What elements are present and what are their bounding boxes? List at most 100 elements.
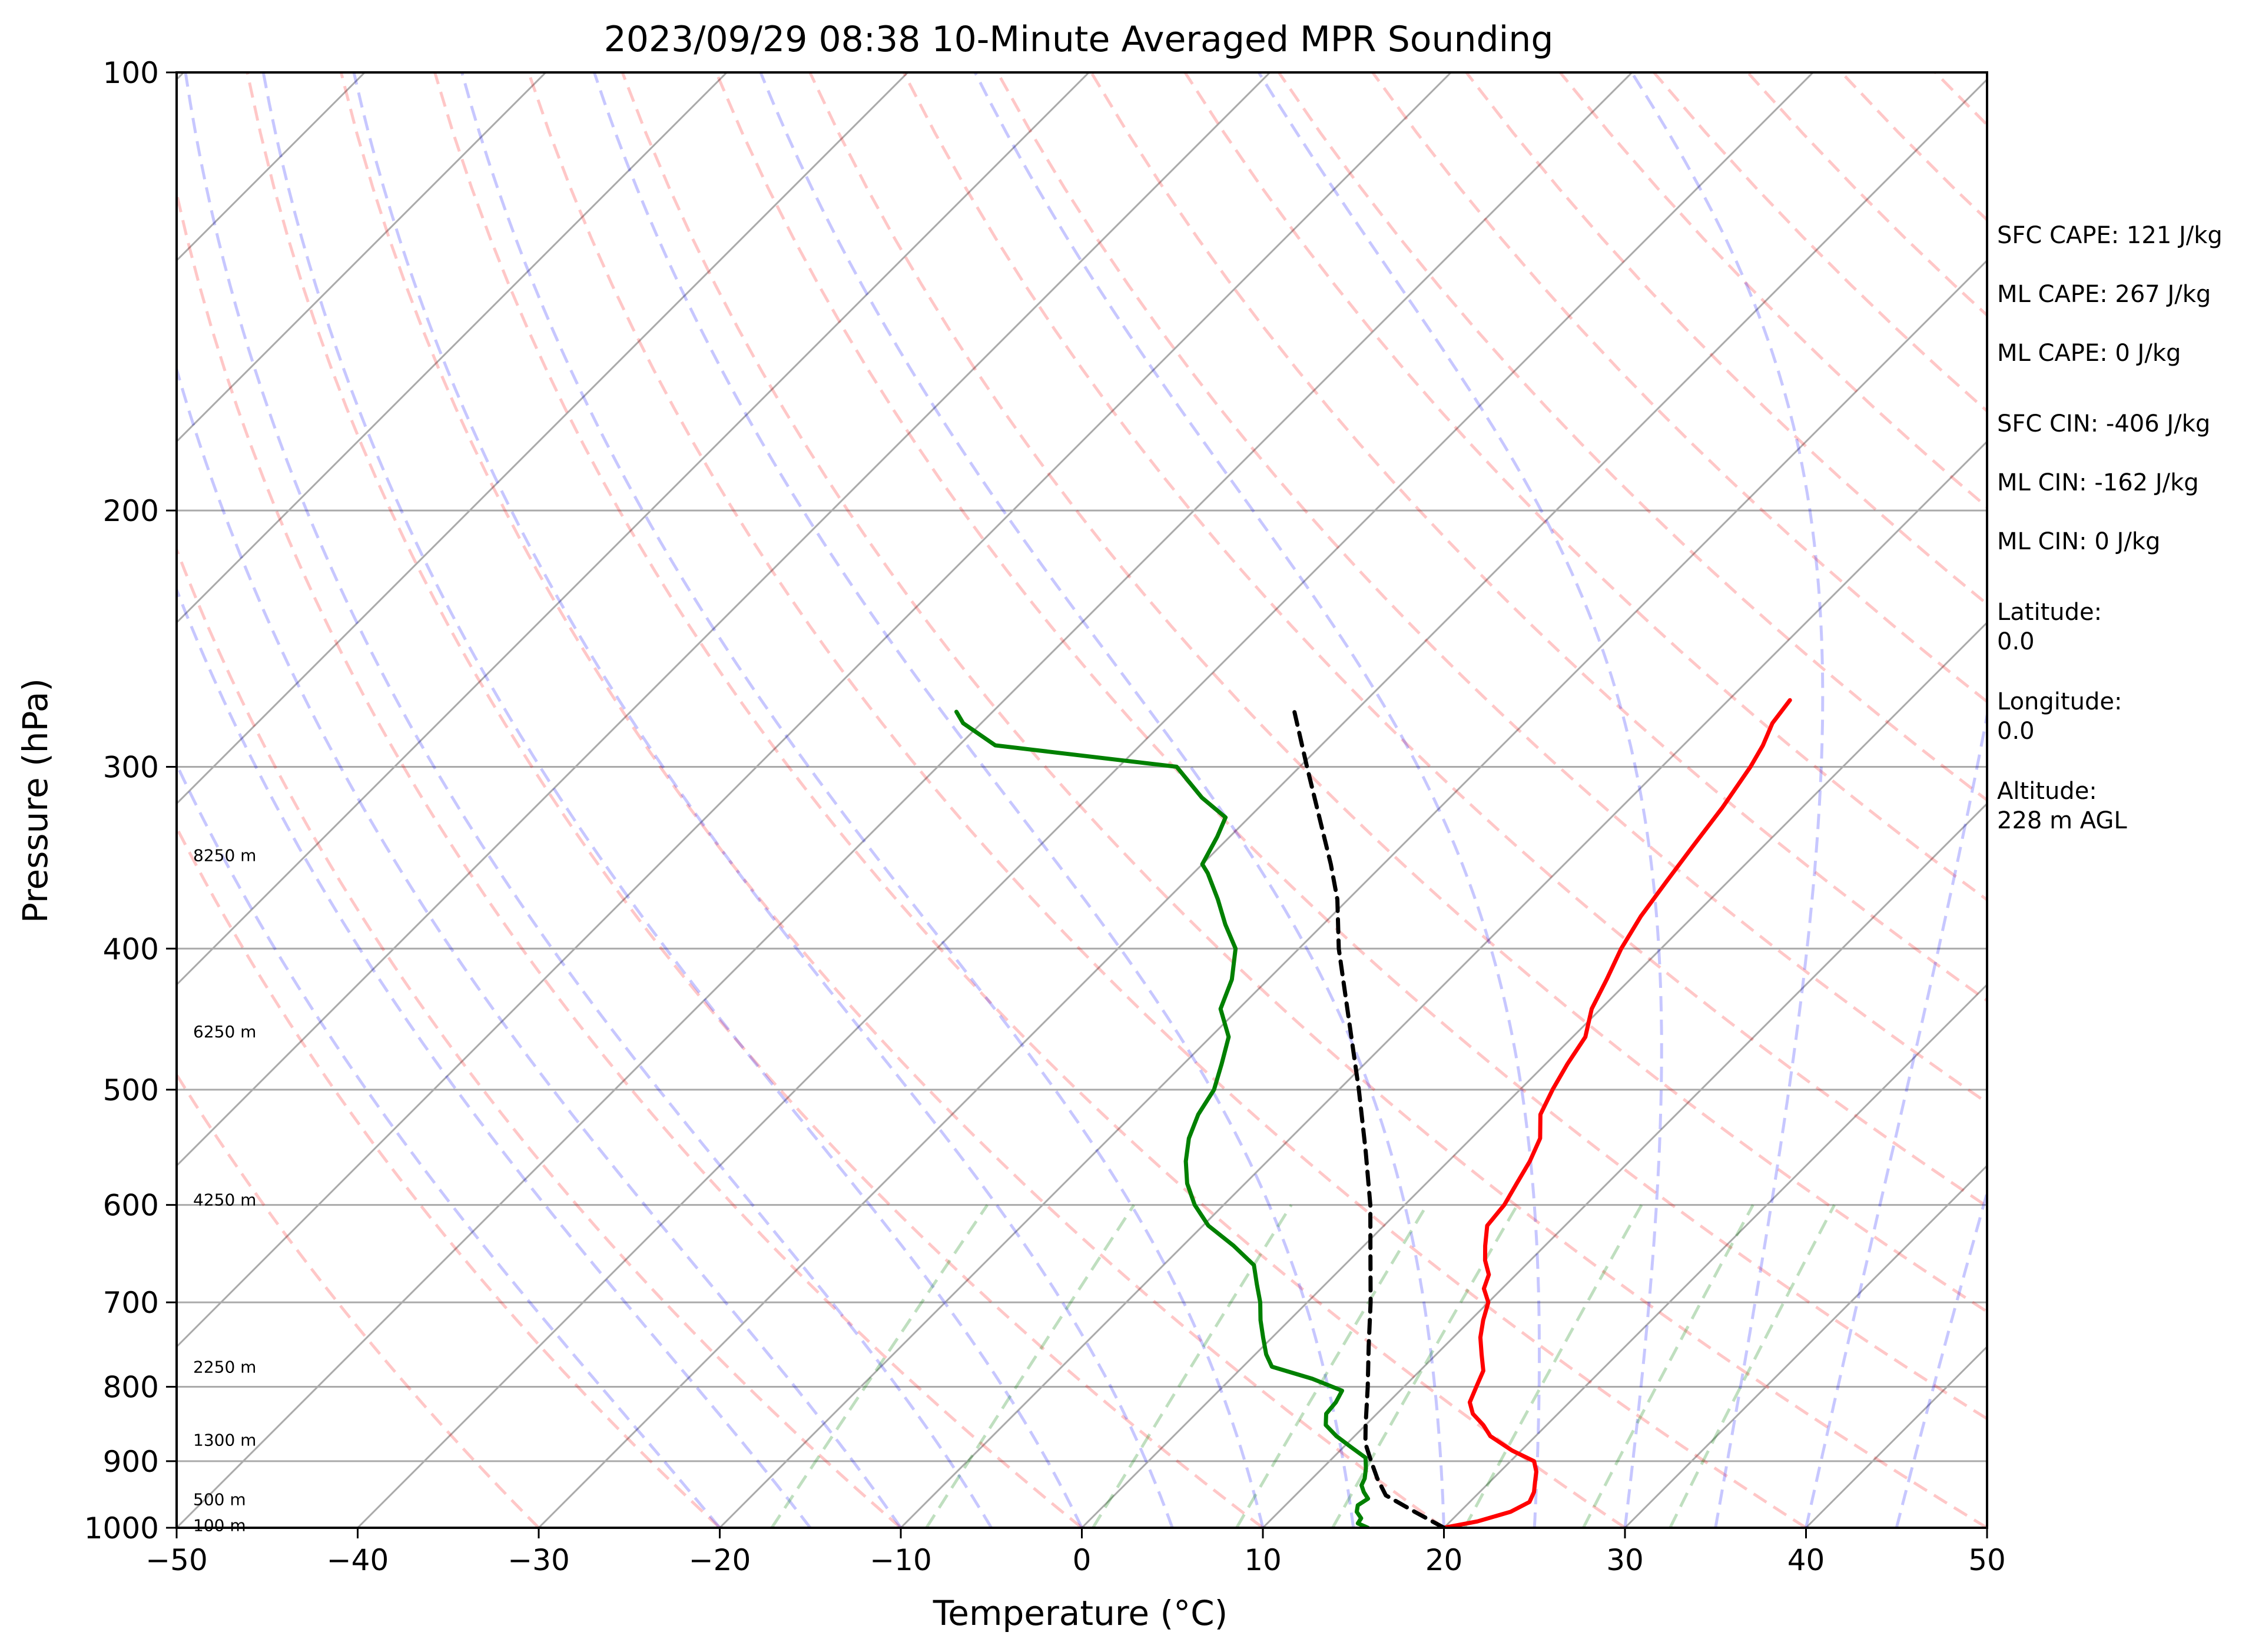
height-label: 4250 m [193,1190,256,1210]
dry-adiabat-line [1277,72,1987,802]
y-tick-label: 700 [103,1286,159,1320]
dry-adiabat-line [902,72,1987,1209]
x-tick-label: −10 [870,1543,932,1577]
x-tick-label: 50 [1968,1543,2006,1577]
info-text: Longitude: [1997,688,2122,715]
y-tick-label: 300 [103,750,159,784]
axis-ticks: −50 −40 −30 −20 −10 0 10 20 30 40 50 100 200 300 400 50… [84,56,2006,1577]
moist-adiabat-line [1805,708,1987,1528]
y-tick-label: 800 [103,1370,159,1404]
height-label: 6250 m [193,1022,256,1041]
y-tick-label: 200 [103,494,159,528]
x-tick-label: −20 [689,1543,751,1577]
mixing-ratio-line [925,1204,1136,1528]
dry-adiabat-line [433,72,1626,1528]
height-label: 1300 m [193,1430,256,1449]
info-text: ML CIN: 0 J/kg [1997,528,2160,555]
y-tick-label: 600 [103,1189,159,1223]
moist-adiabat-line [352,72,1174,1528]
mixing-ratio-line [1331,1204,1519,1528]
moist-adiabat-line [184,72,993,1528]
info-text: 0.0 [1997,718,2035,745]
plot-frame [175,71,1988,1529]
dry-adiabat-line [527,72,1807,1528]
mixing-ratio-line [1092,1204,1293,1528]
info-text: Latitude: [1997,599,2102,626]
height-label: 8250 m [193,845,256,865]
isotherm-line [1262,802,1987,1528]
x-tick-label: 20 [1425,1543,1463,1577]
y-axis-label: Pressure (hPa) [15,678,55,923]
sounding-series [954,698,1792,1528]
y-tick-label: 400 [103,932,159,966]
moist-adiabat-line [759,72,1445,1528]
mixing-ratio-line [1582,1204,1754,1528]
parcel-profile-line [1291,702,1446,1528]
isotherm-line [177,72,1271,1167]
info-text: SFC CIN: -406 J/kg [1997,410,2210,437]
info-text: Altitude: [1997,778,2097,805]
isotherm-line [1081,621,1987,1528]
x-tick-label: −40 [327,1543,389,1577]
dry-adiabat-line [1371,72,1987,704]
dry-adiabat-line [177,1072,540,1528]
moist-adiabat-line [177,585,812,1528]
x-tick-label: −30 [508,1543,570,1577]
y-tick-label: 500 [103,1073,159,1107]
isotherm-line [177,72,547,443]
isotherm-line [719,259,1987,1528]
isotherm-line [177,72,728,624]
chart-title: 2023/09/29 08:38 10-Minute Averaged MPR … [604,19,1554,60]
x-tick-label: 0 [1073,1543,1092,1577]
moist-adiabat-line [1257,72,1663,1528]
info-text: ML CIN: -162 J/kg [1997,469,2199,496]
dry-adiabat-line [339,72,1445,1528]
isotherm-line [1624,1164,1987,1528]
y-tick-label: 100 [103,56,159,90]
dry-adiabat-line [715,72,1987,1421]
height-label: 2250 m [193,1357,256,1376]
moist-adiabat-line [1895,1187,1987,1528]
isotherm-line [900,440,1987,1528]
x-axis-label: Temperature (°C) [933,1593,1228,1633]
moist-adiabat-line [973,72,1541,1528]
dry-adiabat-line [177,545,902,1528]
dry-adiabat-line [808,72,1987,1313]
dry-adiabat-line [1183,72,1987,902]
info-text: 0.0 [1997,628,2035,655]
mixing-ratio-line [1463,1204,1643,1528]
isotherm-line [177,72,1452,1348]
info-text: SFC CAPE: 121 J/kg [1997,222,2223,249]
height-label: 100 m [193,1516,246,1535]
moist-adiabat-line [460,72,1265,1528]
temperature-profile-line [1442,698,1792,1528]
info-text: 228 m AGL [1997,807,2127,834]
moist-adiabat-line [261,72,1083,1528]
height-label: 500 m [193,1490,246,1510]
background-lines [0,72,1987,1528]
x-tick-label: 40 [1787,1543,1825,1577]
isotherm-line [1443,983,1987,1528]
height-labels: 8250 m 6250 m 4250 m 2250 m 1300 m 500 m 100 m [193,845,256,1535]
moist-adiabat-line [592,72,1355,1528]
mixing-ratio-line [770,1204,989,1528]
moist-adiabat-line [177,364,903,1528]
dry-adiabat-line [246,72,1264,1528]
isotherm-line [177,72,909,805]
isotherm-line [0,72,3,1528]
x-tick-label: 10 [1244,1543,1282,1577]
dry-adiabat-line [177,187,1083,1528]
dry-adiabat-line [621,72,1987,1528]
mixing-ratio-line [1669,1204,1836,1528]
y-tick-label: 900 [103,1445,159,1479]
info-text: ML CAPE: 0 J/kg [1997,340,2181,367]
info-panel: SFC CAPE: 121 J/kg ML CAPE: 267 J/kg ML CA… [1997,222,2223,834]
isotherm-line [357,72,1814,1528]
x-tick-label: 30 [1606,1543,1644,1577]
info-text: ML CAPE: 267 J/kg [1997,281,2211,308]
isotherm-line [177,72,1090,986]
y-tick-label: 1000 [84,1511,159,1545]
moist-adiabat-line [1630,72,1825,1528]
dry-adiabat-line [177,824,721,1528]
